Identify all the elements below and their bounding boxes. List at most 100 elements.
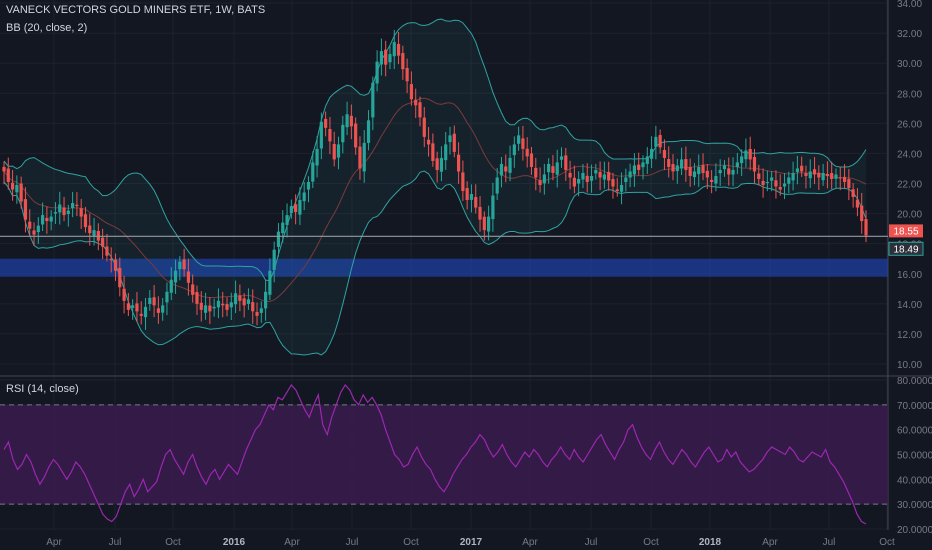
candle-body: [491, 195, 495, 220]
candle-body: [345, 114, 349, 128]
candle-body: [10, 182, 15, 190]
time-axis-label: 2018: [699, 537, 722, 548]
candle-body: [45, 217, 49, 222]
last-price-badge[interactable]: [889, 224, 923, 238]
candle-body: [229, 302, 233, 308]
candle-body: [238, 295, 242, 301]
candle-body: [251, 302, 255, 312]
candlestick-series: [2, 29, 868, 330]
candle-body: [710, 179, 714, 182]
candle-body: [289, 206, 293, 213]
candle-body: [311, 162, 315, 182]
candle-body: [517, 135, 521, 144]
candle-body: [667, 159, 671, 167]
candle-body: [366, 120, 371, 143]
candle-body: [195, 292, 199, 304]
support-zone-rectangle[interactable]: [0, 258, 888, 277]
candle-body: [624, 177, 628, 183]
candle-body: [568, 172, 572, 178]
candle-body: [602, 174, 606, 180]
candle-body: [246, 299, 251, 304]
candle-body: [135, 303, 139, 312]
candle-body: [105, 246, 109, 256]
candle-body: [371, 82, 375, 118]
candle-body: [439, 157, 444, 172]
candle-body: [782, 183, 787, 187]
time-axis-label: Jul: [585, 537, 598, 548]
candle-body: [555, 162, 559, 175]
candle-body: [800, 165, 804, 172]
time-axis-label: Apr: [762, 537, 778, 548]
price-tick-label: 14.00: [897, 300, 922, 311]
rsi-indicator-label[interactable]: RSI (14, close): [6, 383, 79, 395]
candle-body: [774, 180, 778, 187]
candle-body: [384, 49, 388, 65]
candle-body: [156, 308, 160, 313]
price-tick-label: 26.00: [897, 119, 922, 130]
candle-body: [598, 171, 602, 178]
candle-body: [572, 177, 576, 187]
candle-body: [32, 230, 36, 235]
candle-body: [431, 143, 435, 161]
axes: 34.00 32.00 30.00 28.00 26.00 24.00 22.00 20.00…: [46, 0, 932, 548]
candle-body: [465, 188, 469, 201]
candle-body: [718, 169, 722, 174]
rsi-overbought-oversold-band: [0, 404, 888, 505]
candle-body: [354, 123, 358, 148]
candle-body: [679, 159, 684, 169]
candle-body: [808, 171, 812, 179]
time-axis-label: Jul: [346, 537, 359, 548]
candle-body: [92, 230, 96, 236]
candle-body: [478, 206, 482, 220]
chart-title[interactable]: VANECK VECTORS GOLD MINERS ETF, 1W, BATS: [6, 4, 266, 16]
candle-body: [727, 168, 731, 175]
candle-body: [654, 136, 658, 147]
candle-body: [259, 308, 263, 313]
candle-body: [152, 297, 156, 306]
last-price-value: 18.55: [893, 226, 918, 237]
price-tick-label: 12.00: [897, 330, 922, 341]
candle-body: [414, 99, 418, 106]
candle-body: [551, 166, 555, 173]
candle-body: [2, 166, 6, 172]
candle-body: [825, 173, 830, 176]
candle-body: [173, 270, 178, 283]
line-price-badge[interactable]: [888, 241, 924, 256]
candle-body: [418, 102, 422, 118]
candle-body: [649, 148, 654, 159]
candle-body: [821, 172, 825, 181]
candle-body: [328, 129, 332, 142]
candle-body: [208, 305, 212, 312]
price-tick-label: 10.00: [897, 360, 922, 371]
bb-indicator-label[interactable]: BB (20, close, 2): [6, 22, 88, 34]
candle-body: [422, 117, 426, 137]
candle-body: [358, 146, 362, 169]
candle-body: [452, 133, 456, 152]
candle-body: [40, 215, 45, 225]
candle-body: [645, 156, 649, 164]
candle-body: [791, 172, 795, 181]
candle-body: [662, 150, 667, 158]
time-axis-label: Jul: [823, 537, 836, 548]
candle-body: [161, 305, 165, 313]
candle-body: [765, 181, 769, 183]
candle-body: [487, 216, 491, 232]
rsi-tick-label: 70.0000: [897, 401, 932, 412]
candle-body: [538, 180, 542, 186]
candle-body: [830, 173, 834, 179]
candle-body: [474, 197, 478, 208]
candle-body: [435, 158, 439, 170]
time-axis-label: Oct: [879, 537, 895, 548]
candle-body: [341, 124, 345, 143]
candle-body: [795, 168, 799, 172]
candle-body: [860, 205, 864, 222]
candle-body: [581, 172, 585, 180]
candle-body: [628, 171, 632, 178]
candle-body: [126, 303, 130, 310]
price-tick-label: 30.00: [897, 59, 922, 70]
candle-body: [589, 175, 594, 181]
candle-body: [139, 313, 143, 316]
candle-body: [731, 169, 735, 175]
time-axis-label: 2016: [223, 537, 246, 548]
